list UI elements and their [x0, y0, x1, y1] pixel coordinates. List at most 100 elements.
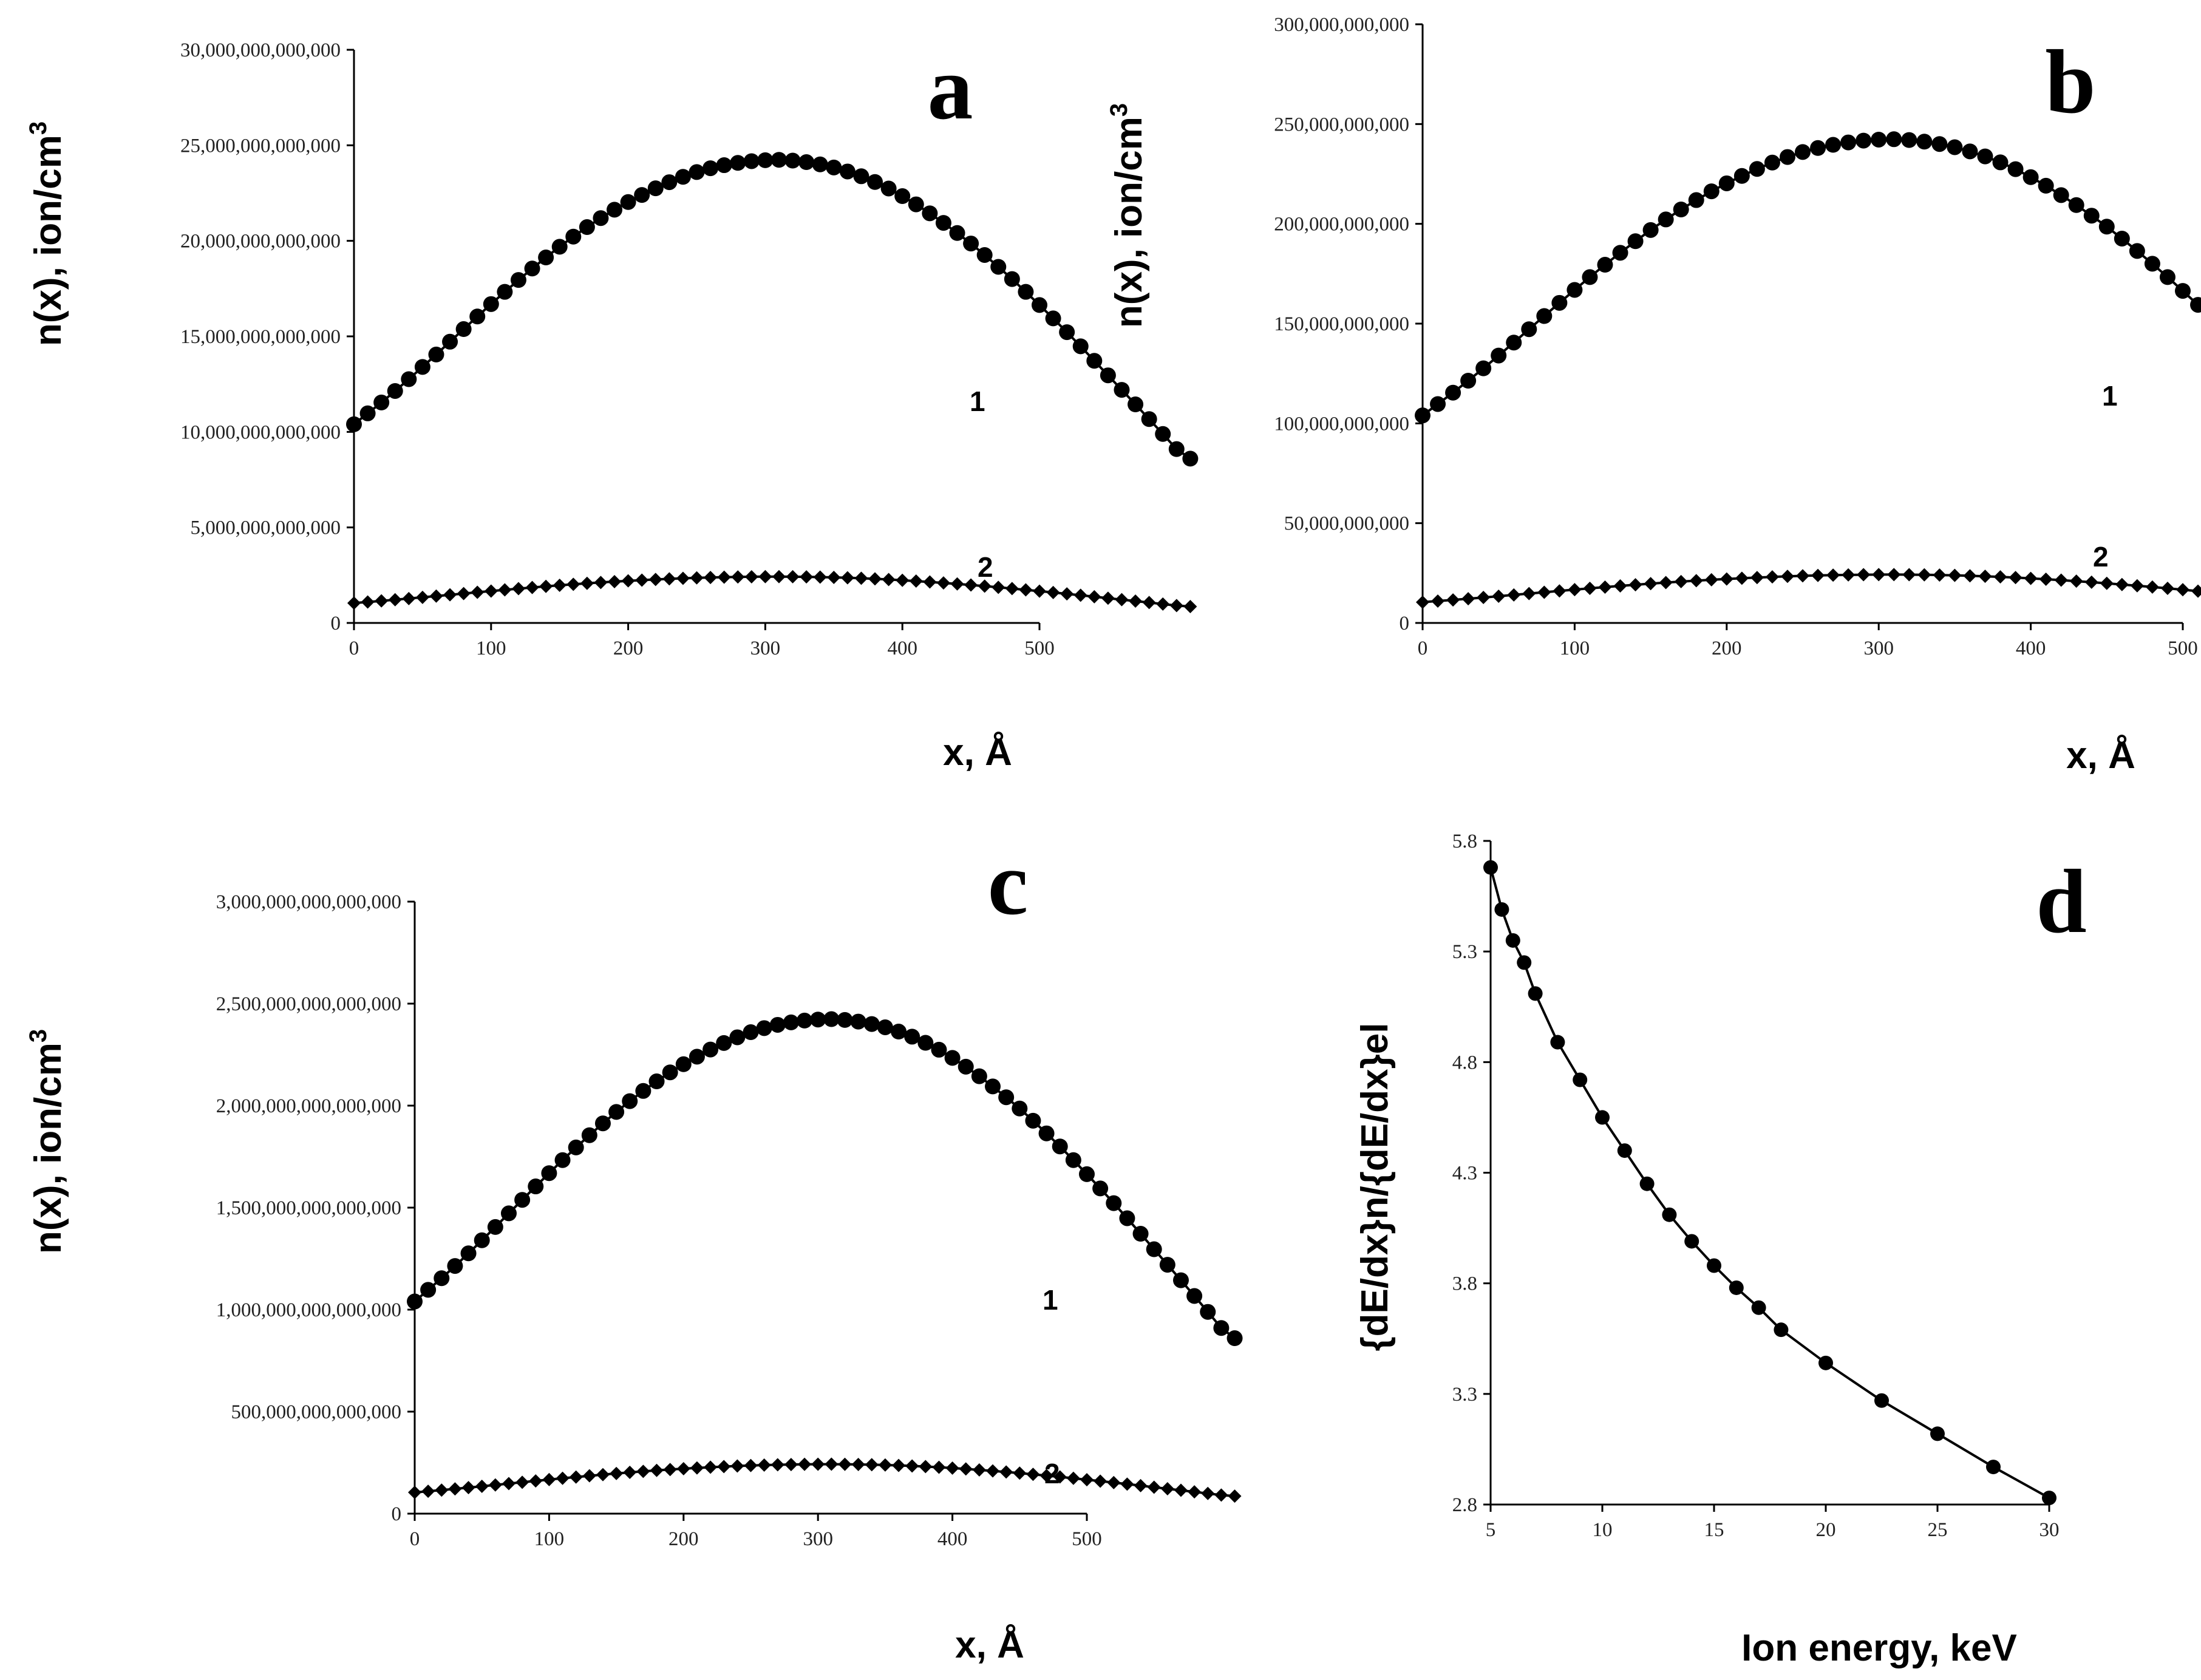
data-point-circle — [971, 1068, 987, 1084]
data-point-circle — [1627, 233, 1644, 250]
data-point-circle — [1505, 933, 1520, 948]
data-point-circle — [729, 1029, 746, 1046]
data-point-diamond — [744, 570, 758, 583]
data-point-circle — [1774, 1322, 1789, 1338]
data-point-circle — [1931, 136, 1948, 152]
data-point-diamond — [1674, 574, 1688, 588]
data-point-diamond — [950, 577, 964, 591]
data-point-circle — [1977, 148, 1993, 165]
y-axis-title-text-a: n(x), ion/cm — [27, 135, 69, 346]
data-point-circle — [1779, 149, 1795, 165]
data-point-diamond — [690, 571, 704, 585]
y-tick-label: 5.3 — [1452, 941, 1477, 963]
data-point-circle — [2007, 161, 2024, 177]
data-point-diamond — [388, 593, 402, 607]
data-point-circle — [662, 1064, 678, 1081]
data-point-diamond — [443, 588, 457, 602]
data-point-circle — [877, 1019, 893, 1035]
y-axis-title-sup-a: 3 — [25, 121, 52, 135]
data-point-circle — [743, 153, 760, 169]
data-point-diamond — [758, 570, 772, 583]
data-point-diamond — [1134, 1478, 1148, 1492]
data-point-circle — [2159, 269, 2175, 285]
data-point-circle — [702, 160, 719, 177]
y-axis-title-sup-b: 3 — [1106, 103, 1132, 117]
data-point-circle — [689, 1049, 705, 1065]
data-point-diamond — [704, 1460, 718, 1474]
data-point-circle — [1004, 271, 1020, 287]
data-point-circle — [635, 1083, 651, 1099]
data-point-circle — [579, 219, 595, 236]
chart-panel-b: b x, Å n(x), ion/cm3 0 50,000,000,000 100,… — [1106, 14, 2201, 777]
data-point-circle — [524, 260, 540, 277]
data-point-circle — [1200, 1304, 1216, 1320]
data-point-diamond — [566, 577, 580, 591]
data-point-diamond — [2084, 575, 2098, 589]
data-point-diamond — [757, 1458, 771, 1472]
x-tick-label: 0 — [410, 1528, 420, 1550]
data-point-circle — [1517, 955, 1532, 970]
data-point-circle — [407, 1293, 423, 1310]
data-point-diamond — [1107, 1475, 1121, 1489]
data-point-circle — [1506, 335, 1522, 351]
data-point-circle — [500, 1205, 517, 1222]
x-tick-label: 100 — [476, 638, 506, 659]
data-point-diamond — [1115, 593, 1129, 607]
data-point-diamond — [488, 1478, 502, 1492]
data-point-diamond — [361, 595, 375, 609]
data-point-circle — [1612, 245, 1628, 261]
data-point-circle — [634, 187, 650, 203]
data-point-circle — [716, 157, 732, 174]
data-point-circle — [1992, 154, 2009, 171]
series-label-2: 2 — [1044, 1458, 1060, 1489]
data-point-circle — [469, 308, 486, 325]
data-point-circle — [1795, 144, 1811, 160]
data-point-diamond — [448, 1482, 462, 1496]
data-point-circle — [1642, 222, 1659, 238]
data-point-circle — [1128, 396, 1144, 413]
data-point-diamond — [964, 578, 978, 592]
x-tick-label: 15 — [1704, 1519, 1724, 1541]
data-point-diamond — [1993, 570, 2007, 584]
data-point-circle — [1045, 310, 1061, 327]
data-point-circle — [568, 1139, 584, 1155]
data-point-circle — [2114, 230, 2130, 247]
data-point-diamond — [999, 1465, 1013, 1479]
data-point-circle — [1521, 321, 1537, 338]
data-point-circle — [1186, 1288, 1203, 1304]
data-point-circle — [1460, 372, 1477, 389]
data-point-diamond — [1689, 574, 1703, 588]
y-tick-label: 50,000,000,000 — [1284, 513, 1409, 535]
y-axis-title-text-c: n(x), ion/cm — [27, 1042, 69, 1254]
data-point-circle — [1059, 324, 1075, 341]
data-point-diamond — [1033, 584, 1046, 598]
data-point-diamond — [919, 1460, 933, 1474]
y-tick-label: 1,000,000,000,000,000 — [216, 1299, 401, 1321]
data-point-diamond — [798, 1457, 812, 1471]
data-point-circle — [1032, 297, 1047, 313]
y-tick-label: 300,000,000,000 — [1274, 14, 1409, 36]
data-point-circle — [850, 1013, 866, 1030]
data-point-circle — [1445, 384, 1461, 401]
data-point-circle — [1874, 1393, 1889, 1408]
data-point-circle — [675, 169, 691, 185]
data-point-diamond — [1537, 585, 1551, 599]
data-point-circle — [1733, 168, 1750, 184]
data-point-circle — [908, 196, 924, 213]
data-point-circle — [894, 188, 911, 205]
data-point-circle — [743, 1024, 759, 1041]
x-tick-label: 500 — [1024, 638, 1055, 659]
data-point-circle — [757, 152, 774, 168]
data-point-diamond — [1101, 591, 1115, 605]
data-point-diamond — [1704, 573, 1718, 587]
data-point-diamond — [1228, 1489, 1242, 1503]
x-tick-label: 500 — [2168, 638, 2198, 659]
data-point-circle — [2038, 177, 2054, 194]
data-point-circle — [594, 1115, 611, 1132]
data-point-circle — [990, 259, 1007, 275]
y-tick-label: 0 — [392, 1503, 402, 1525]
data-point-diamond — [471, 585, 485, 599]
y-tick-label: 500,000,000,000,000 — [231, 1401, 402, 1423]
data-point-diamond — [882, 573, 896, 587]
data-point-circle — [1092, 1180, 1109, 1197]
